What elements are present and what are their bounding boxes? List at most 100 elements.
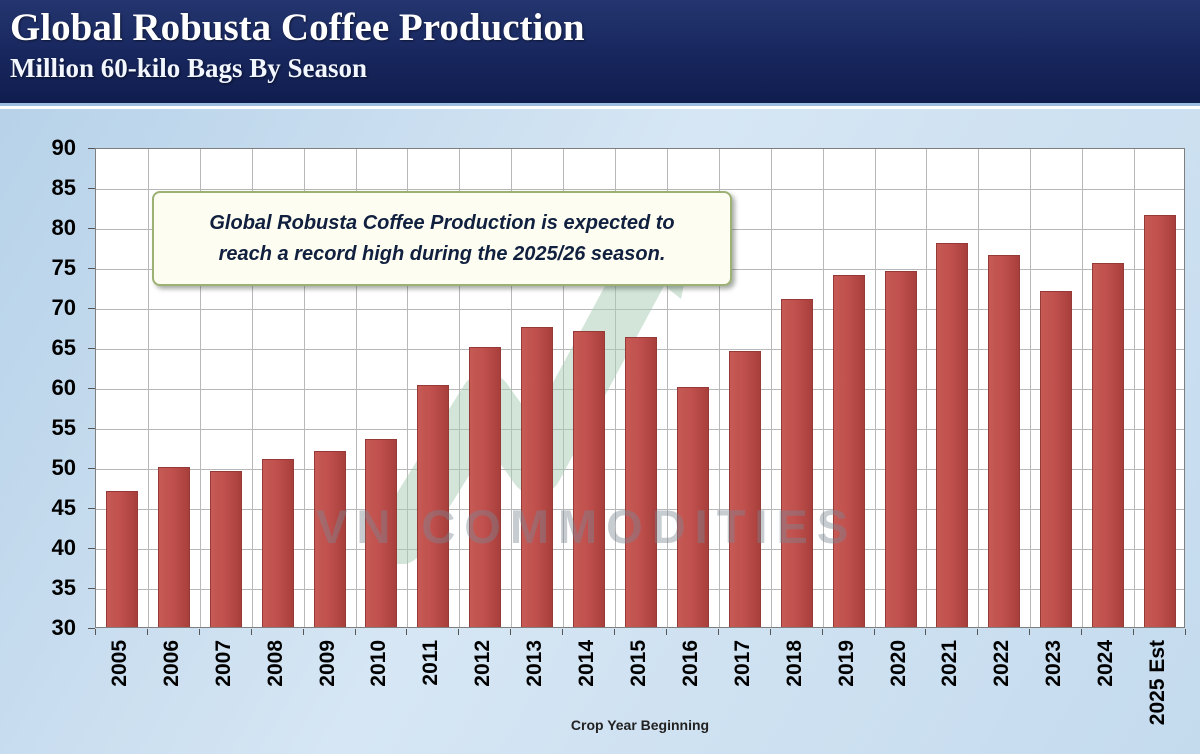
bar-2025-est (1144, 215, 1177, 627)
v-gridline (666, 149, 668, 627)
y-tick-label: 60 (51, 375, 76, 400)
x-tick-label: 2012 (471, 640, 495, 687)
x-tick-mark (458, 629, 460, 635)
x-tick-mark (665, 629, 667, 635)
annotation-line-1: Global Robusta Coffee Production is expe… (209, 211, 675, 234)
x-tick-label: 2007 (211, 640, 235, 687)
bar-2016 (676, 387, 709, 627)
x-tick-mark (406, 629, 408, 635)
y-tick-label: 80 (51, 215, 76, 240)
x-tick-mark (354, 629, 356, 635)
v-gridline (407, 149, 409, 627)
x-tick-label: 2005 (107, 640, 131, 687)
x-tick-label: 2016 (678, 640, 702, 687)
y-tick-label: 35 (51, 575, 76, 600)
x-tick-mark (1133, 629, 1135, 635)
x-tick-label: 2019 (834, 640, 858, 687)
x-tick-mark (1029, 629, 1031, 635)
x-tick-label: 2011 (419, 640, 443, 686)
v-gridline (615, 149, 617, 627)
x-tick-label: 2014 (575, 640, 599, 687)
bar-2020 (884, 271, 917, 627)
y-tick-label: 50 (51, 455, 76, 480)
y-tick-mark (88, 348, 95, 349)
y-tick-label: 90 (51, 135, 76, 160)
x-tick-mark (146, 629, 148, 635)
v-gridline (926, 149, 928, 627)
bar-2012 (469, 347, 502, 627)
v-gridline (770, 149, 772, 627)
annotation-box: Global Robusta Coffee Production is expe… (152, 191, 732, 286)
chart-title: Global Robusta Coffee Production (10, 6, 585, 49)
x-tick-mark (977, 629, 979, 635)
y-tick-label: 45 (51, 495, 76, 520)
v-gridline (1082, 149, 1084, 627)
x-tick-label: 2022 (990, 640, 1014, 687)
v-gridline (251, 149, 253, 627)
x-tick-mark (873, 629, 875, 635)
v-gridline (1134, 149, 1136, 627)
bar-2011 (417, 384, 450, 627)
x-tick-label: 2008 (263, 640, 287, 687)
bar-2024 (1092, 263, 1125, 627)
bar-2008 (261, 459, 294, 627)
bar-2018 (780, 299, 813, 627)
x-tick-label: 2023 (1042, 640, 1066, 687)
h-gridline (96, 189, 1184, 190)
y-tick-label: 55 (51, 415, 76, 440)
x-tick-label: 2010 (367, 640, 391, 687)
y-tick-mark (88, 428, 95, 429)
x-tick-label: 2025 Est (1146, 640, 1170, 726)
y-tick-mark (88, 468, 95, 469)
y-tick-mark (88, 588, 95, 589)
x-tick-mark (925, 629, 927, 635)
v-gridline (978, 149, 980, 627)
annotation-line-2: reach a record high during the 2025/26 s… (218, 242, 666, 265)
x-tick-label: 2024 (1094, 640, 1118, 687)
x-tick-label: 2006 (159, 640, 183, 687)
chart-area: VN COMMODITIES Global Robusta Coffee Pro… (0, 109, 1200, 754)
x-tick-mark (769, 629, 771, 635)
x-tick-mark (1081, 629, 1083, 635)
y-tick-label: 65 (51, 335, 76, 360)
bar-2006 (157, 467, 190, 627)
x-tick-label: 2015 (627, 640, 650, 687)
bar-2010 (365, 439, 398, 627)
v-gridline (355, 149, 357, 627)
x-tick-mark (95, 629, 96, 635)
bar-2019 (832, 275, 865, 627)
y-tick-mark (88, 308, 95, 309)
v-gridline (822, 149, 824, 627)
y-tick-mark (88, 388, 95, 389)
x-tick-label: 2021 (938, 640, 962, 687)
v-gridline (1030, 149, 1032, 627)
x-tick-mark (717, 629, 719, 635)
v-gridline (147, 149, 149, 627)
bar-2007 (209, 471, 242, 627)
v-gridline (459, 149, 461, 627)
x-tick-label: 2020 (886, 640, 910, 687)
bar-2009 (313, 451, 346, 627)
bar-2021 (936, 243, 969, 627)
v-gridline (718, 149, 720, 627)
v-gridline (874, 149, 876, 627)
y-tick-mark (88, 548, 95, 549)
y-tick-mark (88, 628, 95, 629)
x-tick-mark (198, 629, 200, 635)
y-tick-mark (88, 508, 95, 509)
x-tick-mark (302, 629, 304, 635)
chart-subtitle: Million 60-kilo Bags By Season (10, 52, 368, 83)
y-tick-label: 75 (51, 255, 76, 280)
x-tick-mark (250, 629, 252, 635)
y-tick-mark (88, 268, 95, 269)
y-tick-label: 85 (51, 175, 76, 200)
x-tick-label: 2009 (315, 640, 339, 687)
bar-2015 (625, 336, 657, 627)
x-axis-title: Crop Year Beginning (570, 717, 710, 733)
x-tick-label: 2018 (782, 640, 806, 687)
y-tick-label: 30 (51, 615, 76, 640)
x-tick-label: 2017 (730, 640, 754, 687)
bar-2013 (521, 327, 554, 627)
bar-2023 (1040, 291, 1073, 627)
